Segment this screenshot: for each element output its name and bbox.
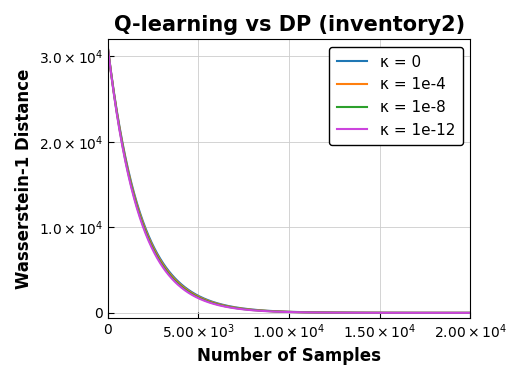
κ = 1e-4	[279, 309, 286, 314]
κ = 0	[105, 46, 111, 50]
κ = 1e-12	[458, 310, 465, 315]
κ = 1e-8	[458, 310, 465, 315]
κ = 0	[321, 310, 327, 315]
κ = 0	[277, 309, 283, 314]
Y-axis label: Wasserstein-1 Distance: Wasserstein-1 Distance	[15, 68, 33, 289]
κ = 1e-12	[301, 310, 307, 315]
κ = 0	[301, 310, 307, 314]
κ = 1e-12	[277, 309, 283, 314]
Line: κ = 0: κ = 0	[108, 48, 470, 313]
κ = 0	[279, 309, 286, 314]
κ = 0	[402, 310, 408, 315]
Title: Q-learning vs DP (inventory2): Q-learning vs DP (inventory2)	[114, 15, 465, 35]
κ = 1e-8	[279, 309, 286, 314]
κ = 1e-12	[402, 310, 408, 315]
κ = 1e-12	[321, 310, 327, 315]
κ = 1e-4	[467, 310, 473, 315]
Legend: κ = 0, κ = 1e-4, κ = 1e-8, κ = 1e-12: κ = 0, κ = 1e-4, κ = 1e-8, κ = 1e-12	[329, 47, 462, 145]
κ = 1e-8	[105, 46, 111, 50]
κ = 1e-4	[321, 310, 327, 315]
κ = 1e-8	[301, 310, 307, 315]
κ = 1e-8	[467, 310, 473, 315]
Line: κ = 1e-12: κ = 1e-12	[108, 48, 470, 313]
Line: κ = 1e-4: κ = 1e-4	[108, 48, 470, 313]
κ = 0	[458, 310, 465, 315]
κ = 1e-4	[402, 310, 408, 315]
κ = 1e-12	[105, 46, 111, 50]
X-axis label: Number of Samples: Number of Samples	[197, 347, 381, 365]
κ = 1e-8	[321, 310, 327, 315]
κ = 0	[467, 310, 473, 315]
κ = 1e-8	[277, 309, 283, 314]
Line: κ = 1e-8: κ = 1e-8	[108, 48, 470, 313]
κ = 1e-4	[301, 310, 307, 315]
κ = 1e-4	[277, 309, 283, 314]
κ = 1e-4	[458, 310, 465, 315]
κ = 1e-4	[105, 46, 111, 50]
κ = 1e-8	[402, 310, 408, 315]
κ = 1e-12	[467, 310, 473, 315]
κ = 1e-12	[279, 310, 286, 314]
